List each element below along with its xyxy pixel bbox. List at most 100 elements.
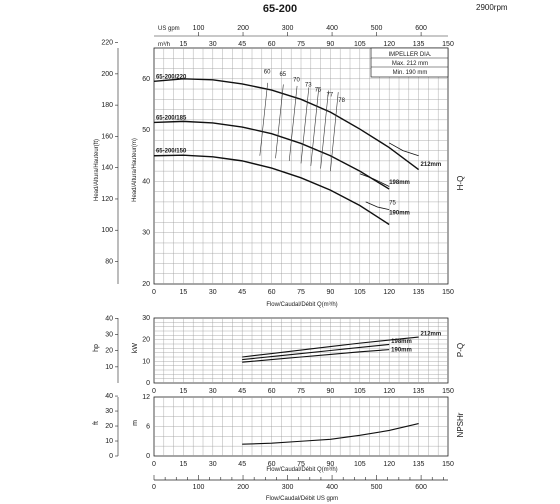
pq-x-tick-label: 135: [413, 388, 425, 395]
efficiency-label: 70: [293, 77, 300, 83]
pq-curve-line: [242, 343, 390, 361]
hq-y-tick-label-m: 30: [142, 230, 150, 237]
bottom-axis-tick-label: 300: [282, 484, 294, 491]
top-axis-gpm-unit: US gpm: [158, 26, 180, 32]
hq-ylabel-m: Head/Altura/Hauteur(m): [132, 138, 138, 202]
hq-y-tick-label-m: 20: [142, 281, 150, 288]
efficiency-line: [310, 89, 319, 167]
efficiency-line: [275, 84, 284, 159]
hq-x-tick-label: 120: [383, 289, 395, 296]
hq-ft-tick-label: 100: [101, 227, 113, 234]
pq-end-label: 212mm: [421, 331, 442, 337]
npsh-x-tick-label: 75: [297, 461, 305, 468]
bottom-axis-tick-label: 100: [193, 484, 205, 491]
bottom-axis-tick-label: 200: [237, 484, 249, 491]
bottom-gpm-axis: 0 100 200 300 400 500 600: [152, 475, 448, 491]
efficiency-label: 73: [305, 82, 312, 88]
npsh-x-tick-label: 45: [238, 461, 246, 468]
hq-curve-line: [359, 173, 390, 187]
efficiency-label: 78: [338, 98, 345, 104]
bottom-axis-tick-label: 0: [152, 484, 156, 491]
legend-title: IMPELLER DIA.: [388, 52, 431, 58]
hq-x-tick-label: 0: [152, 289, 156, 296]
top-m3h-tick-label: 105: [354, 41, 366, 48]
npsh-m-tick-label: 12: [142, 394, 150, 401]
bottom-axis-tick-label: 400: [326, 484, 338, 491]
efficiency-line: [320, 90, 329, 169]
pq-kw-tick-label: 20: [142, 337, 150, 344]
npsh-x-tick-label: 15: [180, 461, 188, 468]
top-m3h-tick-label: 90: [327, 41, 335, 48]
npsh-x-tick-label: 150: [442, 461, 454, 468]
efficiency-line: [259, 82, 268, 156]
npsh-x-tick-label: 30: [209, 461, 217, 468]
hq-x-tick-label: 60: [268, 289, 276, 296]
npsh-ft-tick-label: 20: [105, 423, 113, 430]
pq-kw-tick-label: 0: [146, 380, 150, 387]
legend-max: Max. 212 mm: [392, 61, 428, 67]
top-m3h-tick-label: 135: [413, 41, 425, 48]
npsh-m-tick-label: 0: [146, 453, 150, 460]
pq-hp-tick-label: 10: [105, 364, 113, 371]
pq-x-tick-label: 105: [354, 388, 366, 395]
bottom-axis-label: Flow/Caudal/Débit US gpm: [266, 496, 338, 502]
pq-kw-tick-label: 30: [142, 315, 150, 322]
pq-x-tick-label: 0: [152, 388, 156, 395]
hq-end-label: 212mm: [421, 162, 442, 168]
hq-x-tick-label: 150: [442, 289, 454, 296]
npsh-ft-tick-label: 30: [105, 408, 113, 415]
hq-x-tick-label: 75: [297, 289, 305, 296]
efficiency-line: [330, 92, 339, 172]
efficiency-label: 65: [279, 72, 286, 78]
npsh-xlabel: Flow/Caudal/Débit Q(m³/h): [266, 467, 337, 473]
top-gpm-tick-label: 400: [326, 25, 338, 32]
hq-ft-tick-label: 180: [101, 102, 113, 109]
pq-kw-tick-label: 10: [142, 358, 150, 365]
top-m3h-tick-label: 45: [238, 41, 246, 48]
hq-ft-tick-label: 120: [101, 196, 113, 203]
hq-y-tick-label-m: 40: [142, 178, 150, 185]
npsh-side-title: NPSHr: [456, 412, 465, 437]
hq-curve-label: 65-200/150: [156, 149, 187, 155]
top-axis-m3h-unit: m³/h: [158, 42, 170, 48]
hq-curve-line: [153, 154, 390, 226]
hq-curve-line: [153, 78, 420, 171]
hq-ft-tick-label: 220: [101, 40, 113, 47]
efficiency-label: 75: [389, 200, 396, 206]
top-m3h-tick-label: 30: [209, 41, 217, 48]
hq-curve-line: [389, 142, 419, 157]
efficiency-line: [288, 85, 298, 161]
efficiency-label: 75: [315, 88, 322, 94]
top-gpm-tick-label: 600: [415, 25, 427, 32]
hq-end-label: 190mm: [389, 211, 410, 217]
npsh-x-tick-label: 60: [268, 461, 276, 468]
npsh-x-tick-label: 105: [354, 461, 366, 468]
pq-x-tick-label: 60: [268, 388, 276, 395]
top-m3h-tick-label: 15: [180, 41, 188, 48]
pq-hp-tick-label: 40: [105, 315, 113, 322]
hq-ft-tick-label: 200: [101, 71, 113, 78]
top-m3h-tick-label: 120: [383, 41, 395, 48]
hq-plot: 0 15 30 45 60 75 90 105 120 135 150 15 30 45 60 75 90 105…: [101, 25, 454, 296]
npsh-m-tick-label: 6: [146, 424, 150, 431]
top-gpm-tick-label: 300: [282, 25, 294, 32]
npsh-ft-tick-label: 10: [105, 438, 113, 445]
pq-end-label: 190mm: [391, 348, 412, 354]
hq-x-tick-label: 30: [209, 289, 217, 296]
pq-x-tick-label: 15: [180, 388, 188, 395]
bottom-axis-tick-label: 600: [415, 484, 427, 491]
hq-x-tick-label: 45: [238, 289, 246, 296]
pq-hp-tick-label: 20: [105, 348, 113, 355]
hq-ft-tick-label: 140: [101, 165, 113, 172]
npsh-x-tick-label: 120: [383, 461, 395, 468]
top-gpm-tick-label: 200: [237, 25, 249, 32]
top-m3h-tick-label: 60: [268, 41, 276, 48]
pq-x-tick-label: 120: [383, 388, 395, 395]
pq-curve-line: [242, 336, 419, 358]
efficiency-line: [300, 87, 310, 164]
hq-curve-label: 65-200/185: [156, 115, 187, 121]
npsh-x-tick-label: 90: [327, 461, 335, 468]
hq-y-tick-label-m: 50: [142, 127, 150, 134]
npsh-ylabel-ft: ft: [93, 421, 100, 425]
pq-plot: 0 15 30 45 60 75 90 105 120 135 150 0 10 20 30 10 20 30 40…: [105, 315, 454, 395]
